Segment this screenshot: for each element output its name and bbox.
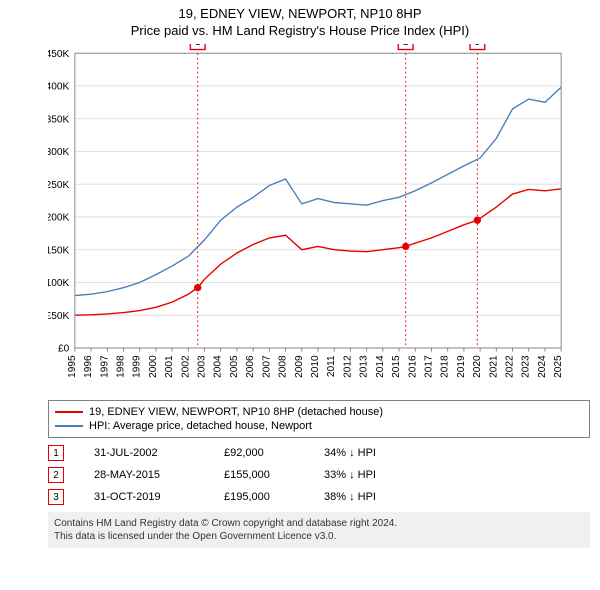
svg-text:£350K: £350K	[48, 114, 70, 125]
svg-text:2013: 2013	[359, 355, 370, 378]
sale-marker-number: 1	[53, 448, 59, 459]
svg-text:£200K: £200K	[48, 213, 70, 224]
svg-text:2: 2	[403, 44, 408, 47]
sales-table: 1 31-JUL-2002 £92,000 34% ↓ HPI 2 28-MAY…	[48, 442, 590, 508]
svg-text:£450K: £450K	[48, 49, 70, 60]
svg-text:2017: 2017	[423, 355, 434, 378]
sale-diff: 33% ↓ HPI	[324, 469, 376, 481]
legend-box: 19, EDNEY VIEW, NEWPORT, NP10 8HP (detac…	[48, 400, 590, 438]
sale-date: 28-MAY-2015	[94, 469, 194, 481]
svg-text:2023: 2023	[521, 355, 532, 378]
chart-area: £0 £50K £100K £150K £200K £250K £300K £350K £400…	[48, 44, 588, 394]
legend-label: HPI: Average price, detached house, Newp…	[89, 420, 312, 432]
svg-text:2011: 2011	[326, 355, 337, 377]
svg-text:1996: 1996	[83, 355, 94, 378]
chart-title: 19, EDNEY VIEW, NEWPORT, NP10 8HP	[0, 0, 600, 21]
svg-text:2008: 2008	[278, 355, 289, 378]
attribution-line: This data is licensed under the Open Gov…	[54, 530, 584, 543]
sale-diff: 38% ↓ HPI	[324, 491, 376, 503]
svg-text:£150K: £150K	[48, 245, 70, 256]
svg-text:£0: £0	[58, 344, 70, 355]
svg-text:2009: 2009	[294, 355, 305, 378]
sale-date: 31-OCT-2019	[94, 491, 194, 503]
svg-text:£100K: £100K	[48, 278, 70, 289]
svg-text:2001: 2001	[164, 355, 175, 378]
legend-item-property: 19, EDNEY VIEW, NEWPORT, NP10 8HP (detac…	[55, 405, 583, 419]
sale-marker-number: 2	[53, 470, 59, 481]
svg-text:£250K: £250K	[48, 180, 70, 191]
sale-price: £155,000	[224, 469, 294, 481]
page-container: 19, EDNEY VIEW, NEWPORT, NP10 8HP Price …	[0, 0, 600, 590]
svg-text:2012: 2012	[342, 355, 353, 378]
svg-text:2007: 2007	[261, 355, 272, 378]
svg-text:2018: 2018	[440, 355, 451, 378]
svg-text:2015: 2015	[391, 355, 402, 378]
svg-text:£50K: £50K	[48, 311, 70, 322]
svg-text:2020: 2020	[472, 355, 483, 378]
svg-text:2002: 2002	[180, 355, 191, 378]
attribution-line: Contains HM Land Registry data © Crown c…	[54, 517, 584, 530]
sale-price: £195,000	[224, 491, 294, 503]
svg-text:2010: 2010	[310, 355, 321, 378]
legend-swatch	[55, 425, 83, 427]
svg-text:2024: 2024	[537, 355, 548, 378]
svg-text:2000: 2000	[148, 355, 159, 378]
sales-row: 3 31-OCT-2019 £195,000 38% ↓ HPI	[48, 486, 590, 508]
svg-text:2021: 2021	[488, 355, 499, 378]
svg-text:2014: 2014	[375, 355, 386, 378]
svg-text:2006: 2006	[245, 355, 256, 378]
svg-text:2022: 2022	[505, 355, 516, 378]
svg-text:2003: 2003	[197, 355, 208, 378]
sale-marker-icon: 3	[48, 489, 64, 505]
legend-swatch	[55, 411, 83, 413]
sale-price: £92,000	[224, 447, 294, 459]
svg-text:3: 3	[475, 44, 480, 47]
sale-marker-icon: 2	[48, 467, 64, 483]
sale-marker-number: 3	[53, 492, 59, 503]
svg-text:2016: 2016	[407, 355, 418, 378]
svg-text:2004: 2004	[213, 355, 224, 378]
legend-label: 19, EDNEY VIEW, NEWPORT, NP10 8HP (detac…	[89, 406, 383, 418]
svg-text:1998: 1998	[115, 355, 126, 378]
svg-text:£400K: £400K	[48, 82, 70, 93]
sale-marker-icon: 1	[48, 445, 64, 461]
svg-text:1995: 1995	[67, 355, 78, 378]
sales-row: 1 31-JUL-2002 £92,000 34% ↓ HPI	[48, 442, 590, 464]
legend-item-hpi: HPI: Average price, detached house, Newp…	[55, 419, 583, 433]
line-chart-svg: £0 £50K £100K £150K £200K £250K £300K £350K £400…	[48, 44, 588, 394]
chart-subtitle: Price paid vs. HM Land Registry's House …	[0, 21, 600, 44]
sale-diff: 34% ↓ HPI	[324, 447, 376, 459]
attribution-box: Contains HM Land Registry data © Crown c…	[48, 512, 590, 548]
sale-date: 31-JUL-2002	[94, 447, 194, 459]
svg-text:1997: 1997	[99, 355, 110, 378]
svg-text:2019: 2019	[456, 355, 467, 378]
sales-row: 2 28-MAY-2015 £155,000 33% ↓ HPI	[48, 464, 590, 486]
svg-text:2025: 2025	[553, 355, 564, 378]
svg-text:1: 1	[195, 44, 200, 47]
svg-text:£300K: £300K	[48, 147, 70, 158]
svg-text:1999: 1999	[132, 355, 143, 378]
svg-text:2005: 2005	[229, 355, 240, 378]
